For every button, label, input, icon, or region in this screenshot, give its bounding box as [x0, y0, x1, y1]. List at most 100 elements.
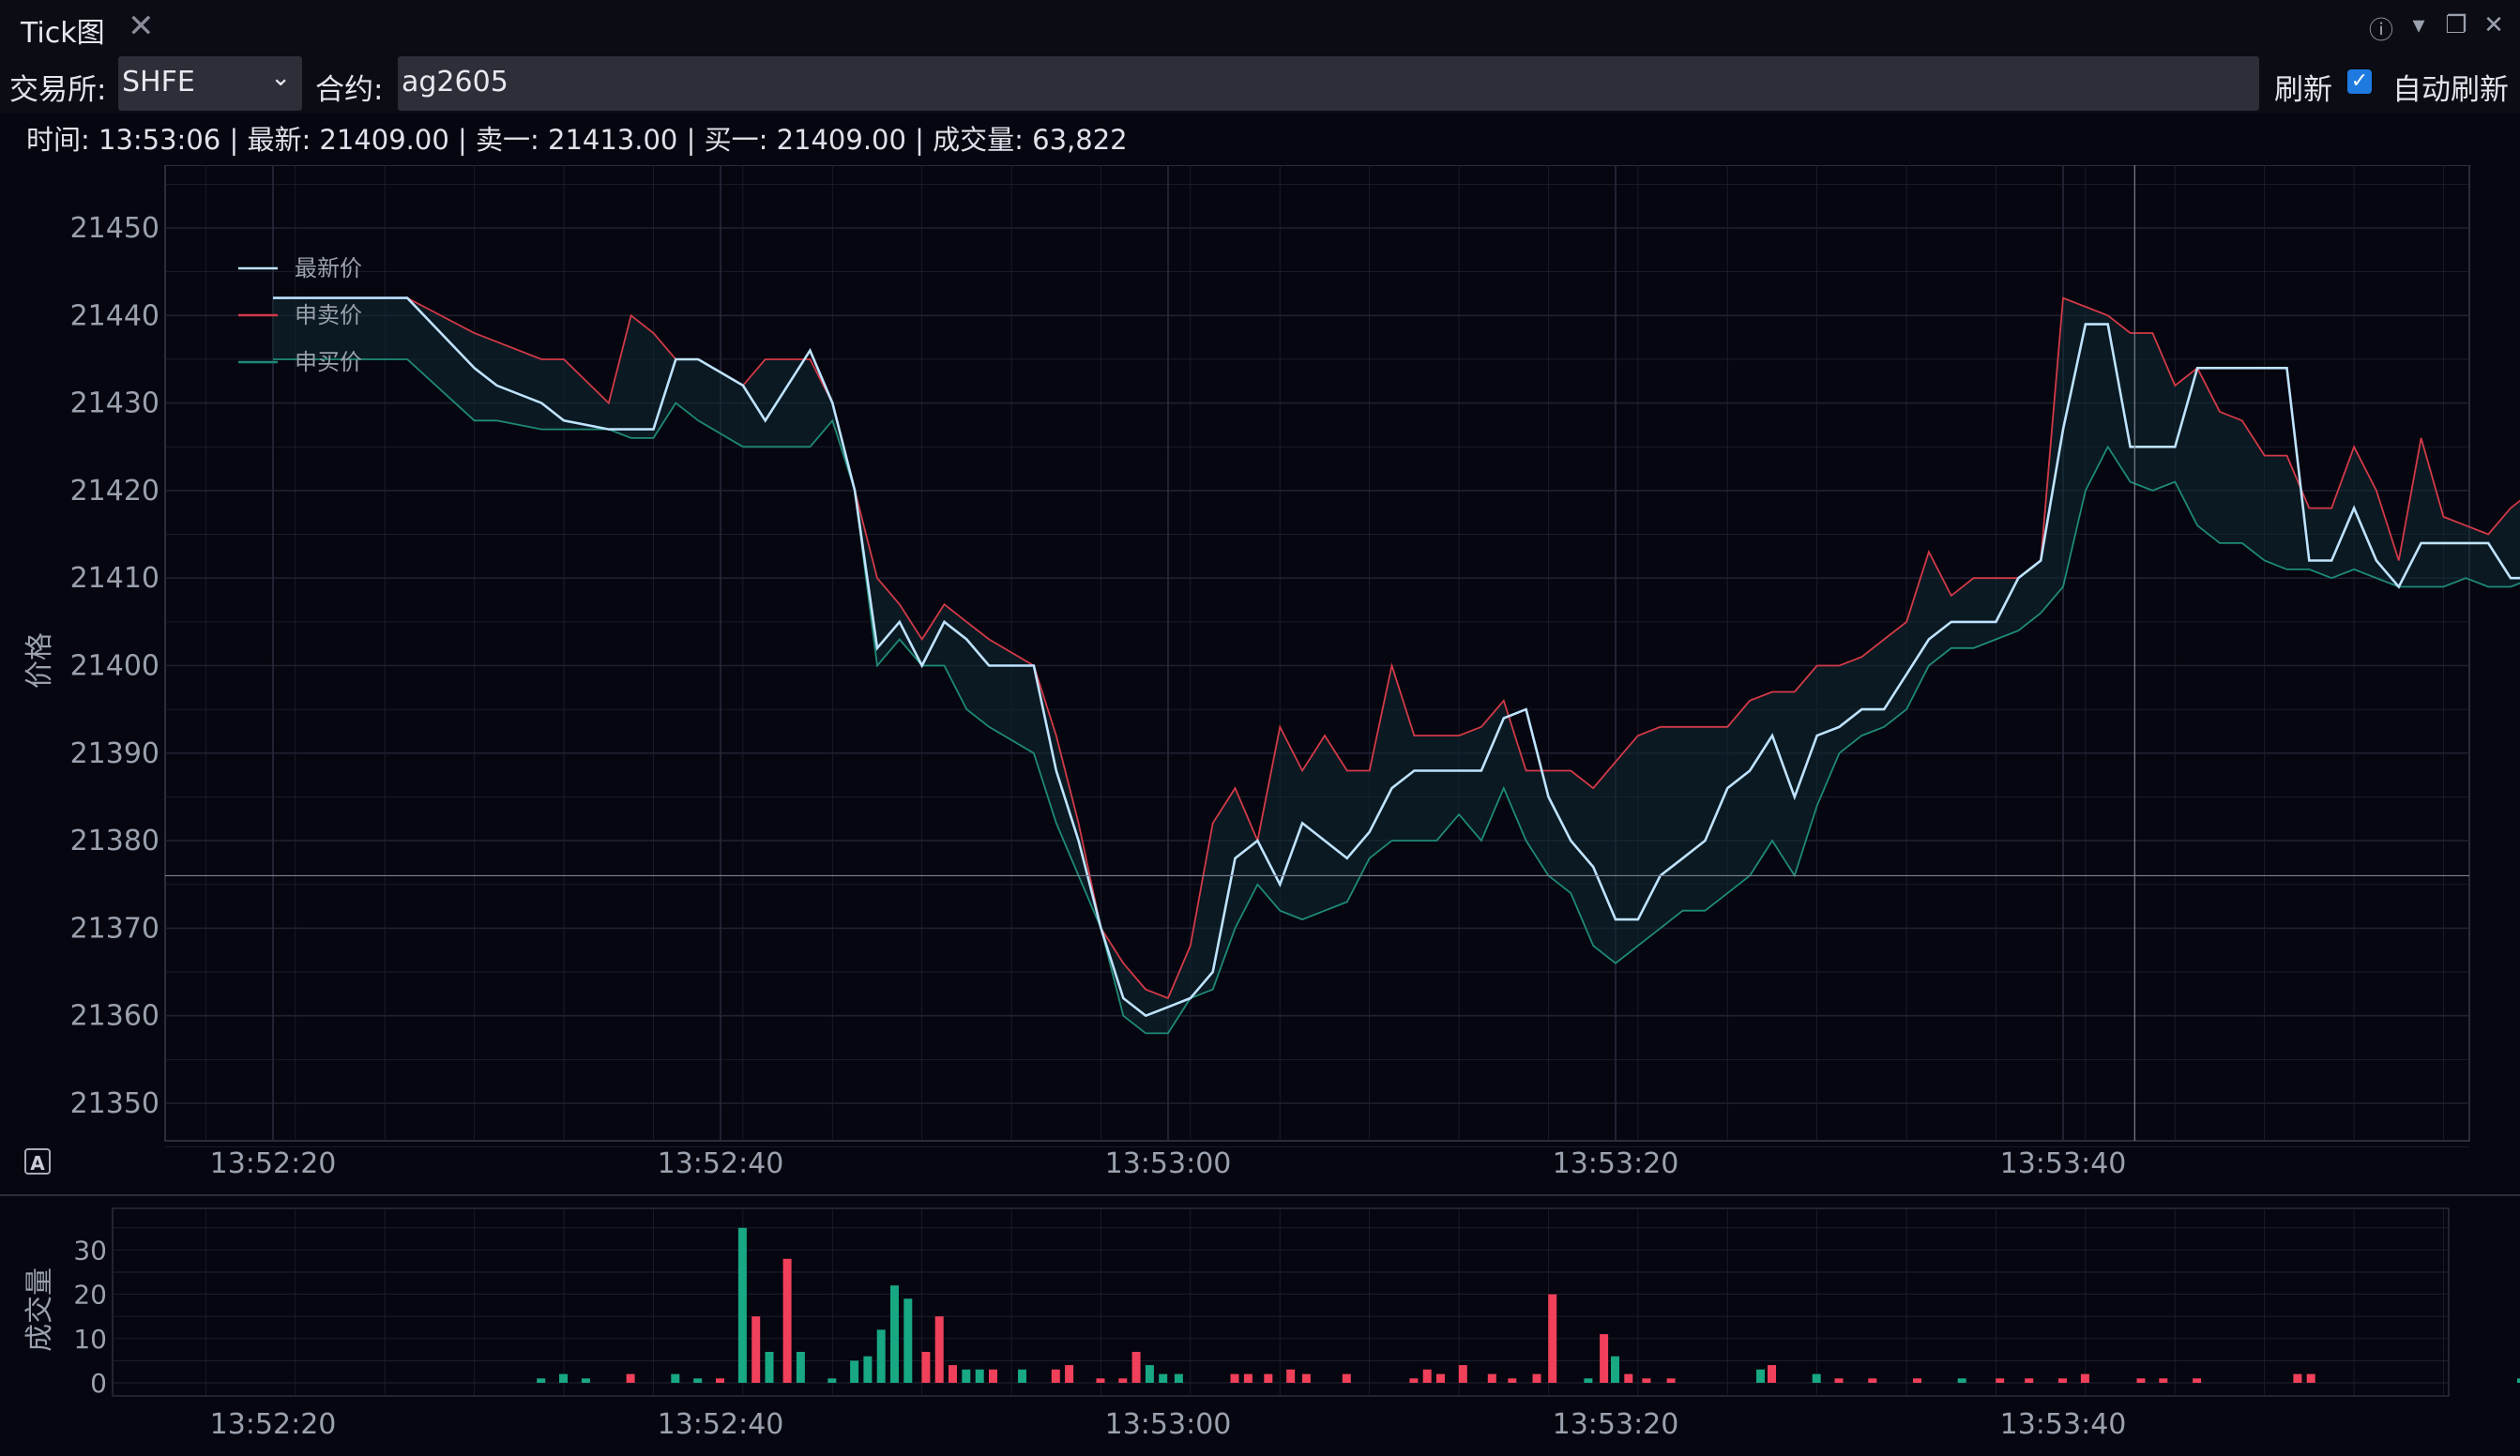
tick-info-bar: 时间: 13:53:06 | 最新: 21409.00 | 卖一: 21413.… — [26, 124, 1128, 156]
volume-bar — [1264, 1373, 1273, 1383]
volume-bar — [1458, 1365, 1467, 1383]
volume-bar — [1145, 1365, 1154, 1383]
volume-bar — [2159, 1378, 2168, 1383]
price-y-tick: 21440 — [70, 299, 159, 332]
price-x-tick: 13:52:40 — [658, 1147, 784, 1180]
volume-bar — [2516, 1378, 2520, 1383]
volume-bar — [1666, 1378, 1676, 1383]
price-y-tick: 21410 — [70, 562, 159, 595]
volume-bar — [1812, 1373, 1821, 1383]
volume-y-label: 成交量 — [23, 1267, 56, 1352]
volume-bar — [2080, 1373, 2089, 1383]
volume-bar — [765, 1352, 774, 1383]
volume-x-tick: 13:53:40 — [2000, 1408, 2127, 1441]
volume-bar — [890, 1285, 899, 1383]
volume-bar — [934, 1316, 944, 1383]
volume-bar — [1096, 1378, 1105, 1383]
volume-bar — [1065, 1365, 1074, 1383]
volume-bar — [903, 1298, 913, 1383]
volume-bar — [537, 1378, 546, 1383]
volume-bar — [1342, 1373, 1351, 1383]
volume-x-tick: 13:53:00 — [1105, 1408, 1232, 1441]
volume-bar — [716, 1378, 724, 1383]
volume-y-tick: 30 — [73, 1235, 107, 1266]
dropdown-icon[interactable]: ▾ — [2412, 11, 2425, 39]
volume-bar — [581, 1378, 590, 1383]
price-x-tick: 13:53:20 — [1553, 1147, 1679, 1180]
volume-bar — [962, 1369, 971, 1383]
volume-bar — [693, 1378, 703, 1383]
exchange-value: SHFE — [122, 66, 195, 99]
volume-bar — [1532, 1373, 1541, 1383]
chevron-down-icon: ⌄ — [270, 64, 291, 92]
volume-bar — [1584, 1378, 1593, 1383]
volume-y-tick: 10 — [73, 1324, 107, 1355]
price-y-tick: 21400 — [70, 650, 159, 683]
tab-title[interactable]: Tick图 — [21, 17, 105, 50]
tick-chart[interactable]: 21350 21360 21370 21380 21390 21400 21410 21420… — [0, 165, 2520, 1456]
legend-label: 申买价 — [295, 349, 362, 375]
close-icon[interactable]: ✕ — [2483, 11, 2504, 39]
contract-value: ag2605 — [402, 66, 509, 99]
tab-close-icon[interactable]: ✕ — [128, 8, 155, 45]
contract-input[interactable]: ag2605 — [398, 56, 2259, 111]
volume-bar — [1756, 1369, 1765, 1383]
price-y-tick: 21370 — [70, 912, 159, 945]
exchange-label: 交易所: — [9, 73, 107, 107]
volume-bar — [989, 1369, 997, 1383]
price-y-tick: 21430 — [70, 387, 159, 420]
volume-plot-frame — [112, 1207, 2450, 1397]
toolbar: 交易所: SHFE ⌄ 合约: ag2605 刷新 ✓ 自动刷新 — [0, 56, 2520, 113]
auto-refresh-checkbox[interactable]: ✓ — [2347, 69, 2372, 94]
volume-bar — [2193, 1378, 2202, 1383]
price-x-tick: 13:53:00 — [1105, 1147, 1232, 1180]
volume-bar — [1624, 1373, 1633, 1383]
refresh-button[interactable]: 刷新 — [2274, 73, 2332, 107]
volume-bar — [1548, 1294, 1557, 1383]
legend-label: 申卖价 — [295, 302, 362, 328]
volume-bar — [975, 1369, 984, 1383]
volume-bar — [1957, 1378, 1966, 1383]
volume-bar — [1301, 1373, 1311, 1383]
volume-bar — [751, 1316, 761, 1383]
volume-bar — [1018, 1369, 1026, 1383]
volume-bar — [1051, 1369, 1060, 1383]
price-y-tick: 21360 — [70, 1000, 159, 1033]
restore-icon[interactable]: ❐ — [2445, 11, 2467, 39]
volume-bar — [1422, 1369, 1432, 1383]
volume-x-tick: 13:53:20 — [1553, 1408, 1679, 1441]
volume-y-tick: 20 — [73, 1280, 107, 1311]
price-y-tick: 21390 — [70, 737, 159, 770]
volume-bar — [1174, 1373, 1183, 1383]
spread-band — [273, 297, 2520, 1034]
volume-bar — [876, 1329, 886, 1383]
volume-bar — [737, 1227, 747, 1383]
volume-bar — [1159, 1373, 1168, 1383]
volume-bar — [1996, 1378, 2005, 1383]
volume-bar — [1868, 1378, 1877, 1383]
auto-refresh-label: 自动刷新 — [2392, 73, 2509, 107]
volume-y-tick: 0 — [90, 1368, 107, 1399]
auto-scale-button[interactable]: A — [24, 1148, 51, 1175]
price-y-tick: 21380 — [70, 825, 159, 857]
volume-bar — [1913, 1378, 1921, 1383]
volume-bar — [626, 1373, 635, 1383]
volume-x-tick: 13:52:40 — [658, 1408, 784, 1441]
help-icon[interactable]: ⓘ — [2368, 17, 2393, 45]
price-y-tick: 21420 — [70, 475, 159, 508]
volume-bar — [782, 1258, 792, 1383]
volume-bar — [1409, 1378, 1419, 1383]
volume-bar — [1600, 1334, 1609, 1383]
volume-bar — [850, 1360, 859, 1383]
price-x-tick: 13:52:20 — [210, 1147, 337, 1180]
price-plot-frame — [164, 165, 2470, 1142]
volume-bar — [2306, 1373, 2315, 1383]
volume-bar — [671, 1373, 680, 1383]
title-bar: Tick图 ✕ ⓘ ▾ ❐ ✕ — [0, 0, 2520, 57]
volume-bar — [1611, 1356, 1619, 1383]
volume-bar — [1768, 1365, 1776, 1383]
exchange-select[interactable]: SHFE ⌄ — [118, 56, 302, 111]
legend-label: 最新价 — [295, 255, 362, 281]
volume-bar — [1487, 1373, 1496, 1383]
volume-bar — [1118, 1378, 1128, 1383]
